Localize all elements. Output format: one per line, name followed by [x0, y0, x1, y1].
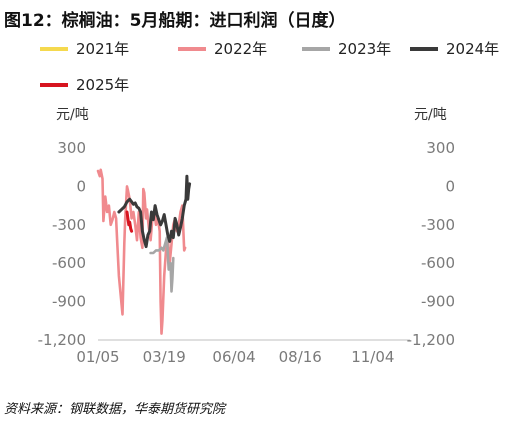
x-tick-label: 01/05 — [76, 348, 119, 366]
legend-label: 2022年 — [214, 40, 268, 58]
legend-label: 2024年 — [446, 40, 500, 58]
legend-swatch — [40, 82, 68, 87]
y-tick-label-left: 300 — [57, 139, 86, 157]
legend-label: 2021年 — [76, 40, 130, 58]
y-axis-unit-right: 元/吨 — [414, 107, 447, 123]
y-tick-label-left: -600 — [52, 254, 86, 272]
y-axis-unit-left: 元/吨 — [56, 107, 89, 123]
legend-swatch — [302, 46, 330, 51]
legend-item-2024: 2024年 — [410, 38, 499, 59]
series-line-2023 — [149, 236, 175, 293]
legend-label: 2023年 — [338, 40, 392, 58]
legend-label: 2025年 — [76, 76, 130, 94]
legend-swatch — [410, 46, 438, 51]
x-tick-label: 08/16 — [279, 348, 322, 366]
x-tick-label: 11/04 — [351, 348, 394, 366]
legend-item-2023: 2023年 — [302, 38, 391, 59]
y-tick-label-left: -300 — [52, 216, 86, 234]
source-note: 资料来源：钢联数据，华泰期货研究院 — [4, 402, 226, 417]
y-tick-label-left: 0 — [76, 177, 86, 195]
y-tick-label-right: -1,200 — [407, 331, 455, 349]
series-line-2022 — [96, 168, 187, 335]
y-tick-label-right: -300 — [421, 216, 455, 234]
y-tick-label-left: -1,200 — [38, 331, 86, 349]
x-tick-label: 03/19 — [143, 348, 186, 366]
chart-title: 图12：棕榈油：5月船期：进口利润（日度） — [4, 11, 346, 31]
legend-item-2021: 2021年 — [40, 38, 129, 59]
legend-item-2025: 2025年 — [40, 74, 129, 95]
y-tick-label-right: 0 — [445, 177, 455, 195]
legend-swatch — [178, 46, 206, 51]
series-line-2024 — [117, 174, 192, 249]
series-line-2025 — [125, 210, 134, 233]
y-tick-label-right: -900 — [421, 293, 455, 311]
y-tick-label-left: -900 — [52, 293, 86, 311]
y-tick-label-right: -600 — [421, 254, 455, 272]
legend-item-2022: 2022年 — [178, 38, 267, 59]
legend-swatch — [40, 46, 68, 51]
x-tick-label: 06/04 — [212, 348, 255, 366]
y-tick-label-right: 300 — [426, 139, 455, 157]
